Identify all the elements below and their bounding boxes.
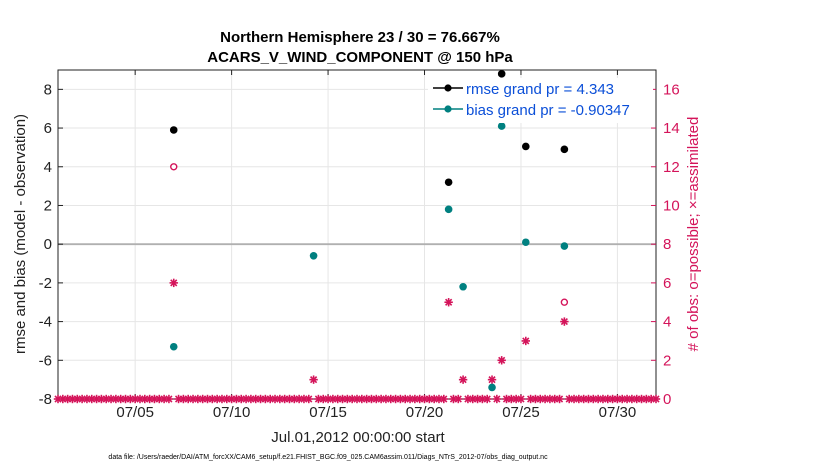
y-right-tick-label: 14: [663, 120, 680, 137]
bias-point: [169, 342, 178, 351]
obs-assimilated-point: [164, 394, 174, 404]
obs-assimilated-series: [53, 278, 661, 404]
bias-point: [444, 205, 453, 214]
y-left-tick-label: -4: [39, 314, 52, 331]
legend: rmse grand pr = 4.343 bias grand pr = -0…: [428, 78, 653, 123]
chart-title-line-2: ACARS_V_WIND_COMPONENT @ 150 hPa: [207, 49, 513, 66]
bias-series: [169, 122, 569, 392]
bias-point: [488, 383, 496, 392]
obs-assimilated-point: [483, 394, 492, 404]
rmse-point: [497, 70, 506, 78]
obs-possible-series: [170, 163, 569, 306]
rmse-series: [169, 70, 569, 187]
legend-bias-label: bias grand pr = -0.90347: [466, 102, 630, 119]
obs-assimilated-point: [304, 394, 313, 404]
obs-assimilated-point: [169, 278, 178, 288]
obs-assimilated-point: [444, 298, 453, 307]
data-file-footnote: data file: /Users/raeder/DAI/ATM_forcXX/…: [108, 454, 548, 461]
y-right-tick-label: 16: [663, 81, 680, 98]
y-left-tick-label: 2: [44, 197, 52, 214]
y-left-tick-label: -6: [39, 352, 52, 369]
obs-assimilated-point: [458, 375, 468, 384]
obs-assimilated-point: [516, 394, 526, 404]
obs-assimilated-point: [492, 394, 502, 404]
y-right-tick-label: 4: [663, 314, 671, 331]
rmse-point: [560, 145, 569, 154]
legend-box: [428, 78, 653, 123]
x-tick-label: 07/05: [116, 404, 154, 421]
x-tick-label: 07/10: [213, 404, 251, 421]
obs-assimilated-point: [309, 375, 318, 384]
x-tick-label: 07/15: [309, 404, 347, 421]
y-axis-right-label: # of obs: o=possible; ×=assimilated: [685, 117, 702, 352]
obs-assimilated-point: [439, 394, 449, 404]
obs-assimilated-point: [651, 394, 661, 404]
obs-assimilated-point: [560, 317, 569, 326]
bias-point: [309, 251, 318, 260]
obs-assimilated-point: [454, 394, 463, 404]
obs-possible-point: [560, 298, 569, 306]
legend-bias-marker: [444, 105, 452, 113]
obs-assimilated-point: [487, 375, 497, 384]
x-tick-label: 07/20: [406, 404, 444, 421]
bias-point: [497, 122, 506, 130]
obs-possible-point: [170, 163, 178, 171]
y-axis-left-ticks: -8 -6 -4 -2 0 2 4 6 8: [39, 81, 63, 408]
bias-point: [521, 238, 530, 247]
bias-point: [459, 282, 467, 291]
legend-rmse-marker: [444, 84, 452, 92]
chart-title-line-1: Northern Hemisphere 23 / 30 = 76.667%: [220, 29, 500, 46]
bias-point: [560, 242, 569, 250]
y-left-tick-label: 6: [44, 120, 52, 137]
x-axis-ticks: 07/05 07/10 07/15 07/20 07/25 07/30: [116, 70, 636, 421]
y-left-tick-label: 0: [44, 236, 52, 253]
x-axis-label: Jul.01,2012 00:00:00 start: [271, 429, 445, 446]
rmse-point: [521, 142, 530, 151]
y-left-tick-label: -8: [39, 391, 52, 408]
obs-assimilated-point: [555, 394, 564, 404]
rmse-point: [169, 126, 178, 134]
y-left-tick-label: 8: [44, 81, 52, 98]
legend-rmse-label: rmse grand pr = 4.343: [466, 81, 614, 98]
x-tick-label: 07/25: [502, 404, 540, 421]
y-right-tick-label: 6: [663, 275, 671, 292]
y-right-tick-label: 8: [663, 236, 671, 253]
rmse-point: [444, 178, 453, 187]
y-right-tick-label: 10: [663, 197, 680, 214]
obs-assimilated-point: [521, 336, 530, 346]
obs-assimilated-point: [497, 356, 506, 365]
y-left-tick-label: -2: [39, 275, 52, 292]
y-right-tick-label: 0: [663, 391, 671, 408]
y-right-tick-label: 12: [663, 159, 680, 176]
y-axis-left-label: rmse and bias (model - observation): [12, 114, 29, 354]
y-right-tick-label: 2: [663, 352, 671, 369]
x-tick-label: 07/30: [599, 404, 637, 421]
y-left-tick-label: 4: [44, 159, 52, 176]
